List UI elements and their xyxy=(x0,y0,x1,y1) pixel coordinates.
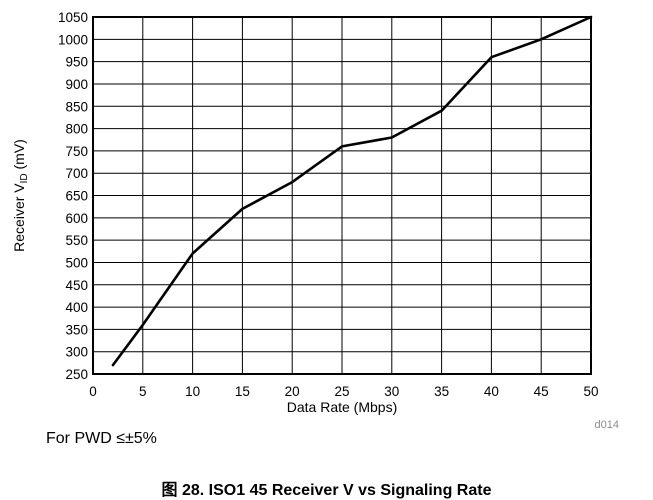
y-tick-label: 750 xyxy=(65,144,88,159)
x-tick-label: 35 xyxy=(434,384,449,399)
y-tick-label: 850 xyxy=(65,99,88,114)
x-axis-label: Data Rate (Mbps) xyxy=(287,399,397,415)
y-tick-label: 400 xyxy=(65,300,88,315)
y-tick-labels: 250 300 350 400 450 500 550 600 650 700 750 800 850 9… xyxy=(58,10,88,382)
y-tick-label: 1050 xyxy=(58,10,88,25)
x-tick-label: 50 xyxy=(583,384,598,399)
y-tick-label: 700 xyxy=(65,166,88,181)
x-tick-label: 40 xyxy=(484,384,499,399)
y-tick-label: 1000 xyxy=(58,32,88,47)
y-tick-label: 300 xyxy=(65,345,88,360)
y-tick-label: 250 xyxy=(65,367,88,382)
y-axis-label: Receiver VID (mV) xyxy=(11,139,30,252)
figure-caption-number: 图 28. xyxy=(161,482,205,499)
x-tick-label: 20 xyxy=(285,384,300,399)
figure-caption-text: ISO1 45 Receiver V vs Signaling Rate xyxy=(208,482,492,499)
y-tick-label: 350 xyxy=(65,322,88,337)
y-axis-label-unit: (mV) xyxy=(11,139,27,173)
y-tick-label: 650 xyxy=(65,189,88,204)
grid xyxy=(92,16,592,375)
x-tick-label: 5 xyxy=(139,384,147,399)
y-axis-label-main: Receiver V xyxy=(11,183,27,252)
series-line xyxy=(111,15,593,367)
condition-note: For PWD ≤±5% xyxy=(46,430,157,447)
plot-frame xyxy=(92,16,592,375)
x-tick-label: 10 xyxy=(185,384,200,399)
y-tick-label: 550 xyxy=(65,233,88,248)
figure-code: d014 xyxy=(595,419,619,431)
x-tick-label: 0 xyxy=(89,384,97,399)
y-tick-label: 450 xyxy=(65,278,88,293)
figure-caption: 图 28. ISO1 45 Receiver V vs Signaling Ra… xyxy=(0,476,653,500)
x-tick-labels: 0 5 10 15 20 25 30 35 40 45 50 xyxy=(89,384,598,399)
y-axis-label-subscript: ID xyxy=(19,173,30,183)
y-tick-label: 500 xyxy=(65,255,88,270)
x-tick-label: 45 xyxy=(534,384,549,399)
y-tick-label: 600 xyxy=(65,211,88,226)
y-tick-label: 800 xyxy=(65,122,88,137)
x-tick-label: 25 xyxy=(334,384,349,399)
y-tick-label: 950 xyxy=(65,55,88,70)
y-tick-label: 900 xyxy=(65,77,88,92)
x-tick-label: 15 xyxy=(235,384,250,399)
x-tick-label: 30 xyxy=(384,384,399,399)
